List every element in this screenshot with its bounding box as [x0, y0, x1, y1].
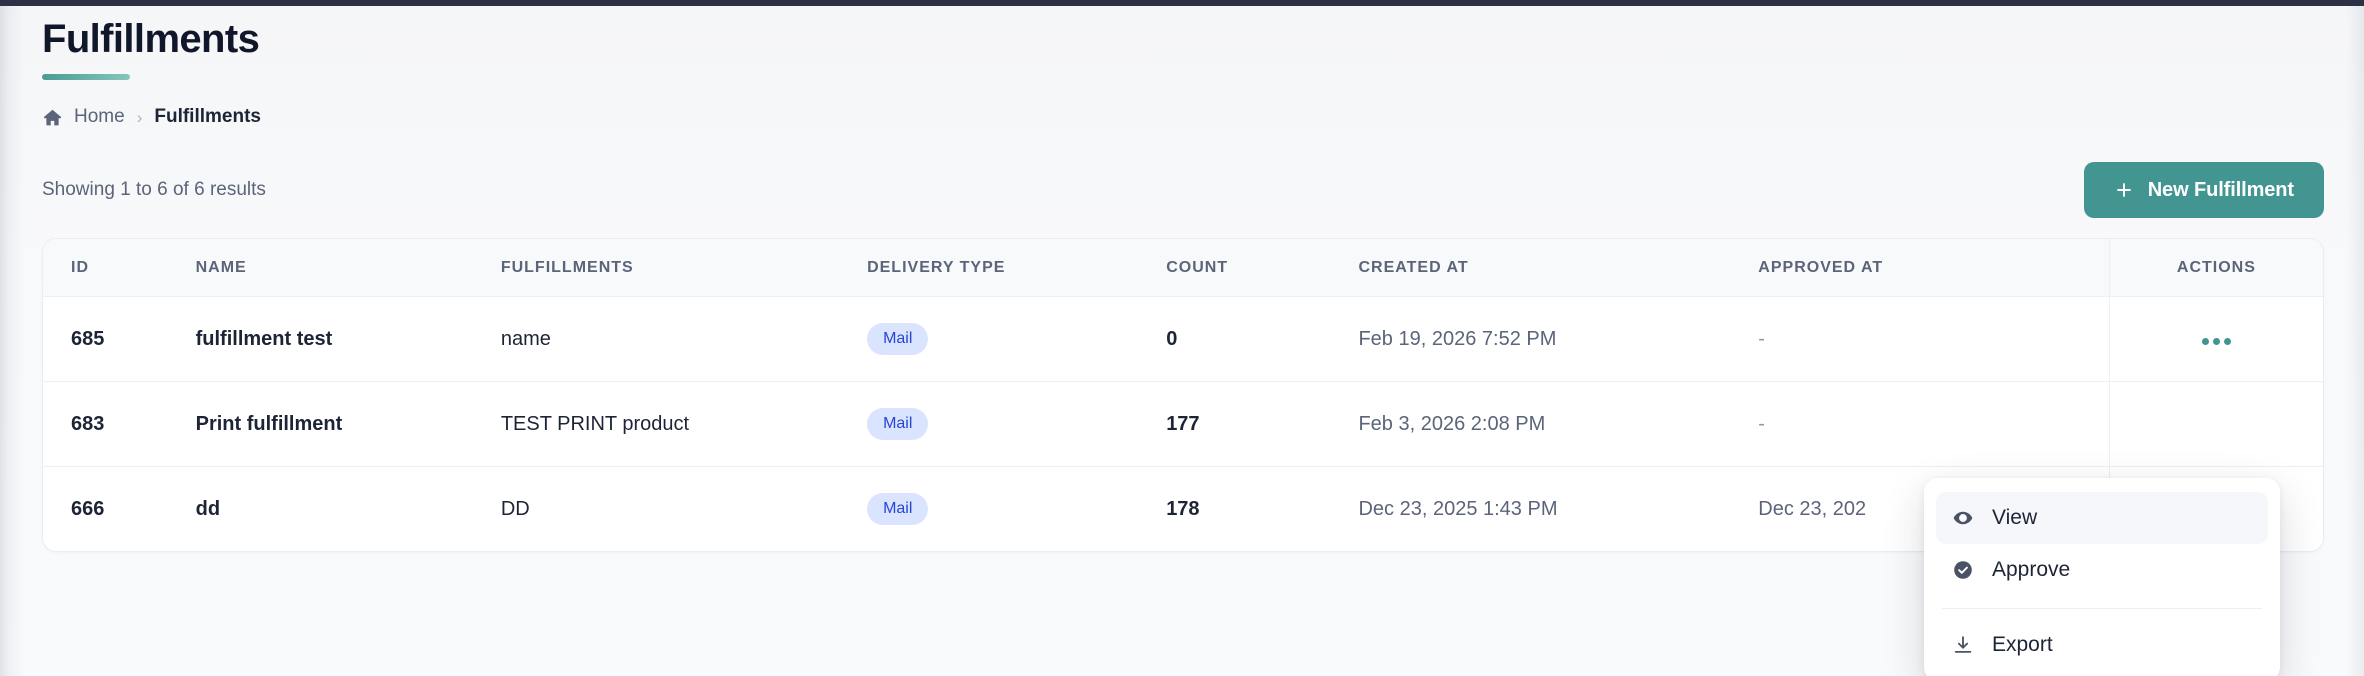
cell-name: Print fulfillment [195, 381, 501, 467]
cell-created-at: Feb 3, 2026 2:08 PM [1358, 381, 1759, 467]
cell-id: 683 [43, 381, 196, 467]
row-actions-menu-icon[interactable] [2194, 332, 2239, 351]
menu-item-view[interactable]: View [1936, 492, 2268, 544]
column-header-fulfillments[interactable]: FULFILLMENTS [500, 239, 868, 297]
new-fulfillment-label: New Fulfillment [2147, 178, 2294, 201]
page-content: Fulfillments Home › Fulfillments Showing… [42, 17, 2324, 552]
table-header-row: ID NAME FULFILLMENTS DELIVERY TYPE COUNT… [43, 239, 2323, 297]
cell-actions [2108, 381, 2323, 467]
cell-delivery-type: Mail [867, 296, 1167, 382]
menu-item-approve-label: Approve [1992, 558, 2071, 581]
status-badge: Mail [867, 408, 929, 440]
breadcrumb-current: Fulfillments [154, 106, 261, 127]
column-header-delivery-type[interactable]: DELIVERY TYPE [867, 239, 1167, 297]
fulfillments-table-card: ID NAME FULFILLMENTS DELIVERY TYPE COUNT… [42, 238, 2324, 552]
column-header-id[interactable]: ID [43, 239, 196, 297]
cell-approved-at: Dec 23, 202 [1758, 497, 1867, 520]
home-icon [42, 107, 63, 128]
table-row[interactable]: 683 Print fulfillment TEST PRINT product… [43, 381, 2323, 467]
column-header-actions: ACTIONS [2108, 239, 2323, 297]
menu-item-export[interactable]: Export [1936, 619, 2268, 671]
column-header-name[interactable]: NAME [195, 239, 501, 297]
column-header-count[interactable]: COUNT [1166, 239, 1359, 297]
row-actions-dropdown: View Approve Export [1924, 478, 2280, 676]
cell-approved-at: - [1758, 381, 2110, 467]
cell-id: 685 [43, 296, 196, 382]
menu-item-approve[interactable]: Approve [1936, 544, 2268, 596]
cell-delivery-type: Mail [867, 467, 1166, 552]
breadcrumb: Home › Fulfillments [42, 106, 2324, 128]
breadcrumb-separator-icon: › [136, 107, 143, 127]
page-title: Fulfillments [42, 17, 260, 61]
table-toolbar: Showing 1 to 6 of 6 results New Fulfillm… [42, 162, 2324, 218]
title-accent-underline [42, 74, 130, 80]
cell-name: dd [195, 497, 221, 520]
cell-approved-at: - [1758, 296, 2110, 382]
column-header-created-at[interactable]: CREATED AT [1358, 239, 1759, 297]
cell-delivery-type: Mail [867, 381, 1167, 467]
cell-count: 178 [1166, 497, 1200, 520]
top-app-bar-strip [0, 0, 2364, 6]
cell-fulfillments: DD [500, 497, 530, 520]
cell-fulfillments: TEST PRINT product [500, 381, 868, 467]
download-icon [1952, 634, 1974, 656]
column-header-approved-at[interactable]: APPROVED AT [1758, 239, 2110, 297]
cell-created-at: Feb 19, 2026 7:52 PM [1358, 296, 1759, 382]
menu-item-export-label: Export [1992, 633, 2053, 656]
cell-count: 0 [1166, 296, 1359, 382]
table-head: ID NAME FULFILLMENTS DELIVERY TYPE COUNT… [43, 239, 2323, 297]
check-circle-icon [1952, 559, 1974, 581]
table-body: 685 fulfillment test name Mail 0 Feb 19,… [43, 296, 2323, 552]
cell-count: 177 [1166, 381, 1359, 467]
eye-icon [1952, 507, 1974, 529]
cell-fulfillments: name [500, 296, 868, 382]
breadcrumb-home-link[interactable]: Home [42, 106, 125, 128]
results-count-text: Showing 1 to 6 of 6 results [42, 179, 266, 200]
status-badge: Mail [867, 493, 929, 525]
cell-id: 666 [71, 497, 105, 520]
cell-name: fulfillment test [195, 296, 501, 382]
status-badge: Mail [867, 323, 929, 355]
plus-icon [2114, 180, 2134, 200]
breadcrumb-home-label: Home [74, 106, 125, 127]
new-fulfillment-button[interactable]: New Fulfillment [2083, 162, 2324, 218]
table-row[interactable]: 685 fulfillment test name Mail 0 Feb 19,… [43, 296, 2323, 382]
fulfillments-table: ID NAME FULFILLMENTS DELIVERY TYPE COUNT… [43, 239, 2323, 551]
menu-divider [1942, 608, 2262, 609]
cell-created-at: Dec 23, 2025 1:43 PM [1358, 497, 1558, 520]
menu-item-view-label: View [1992, 506, 2038, 529]
cell-actions [2108, 296, 2323, 382]
